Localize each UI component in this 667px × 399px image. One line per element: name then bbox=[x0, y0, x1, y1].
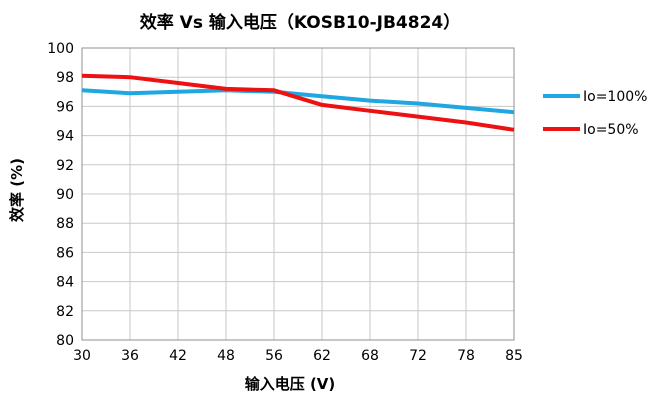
y-tick-label: 88 bbox=[56, 216, 74, 232]
legend-label: Io=50% bbox=[583, 122, 639, 138]
y-tick-label: 86 bbox=[56, 245, 74, 261]
x-tick-label: 78 bbox=[457, 348, 475, 364]
y-tick-label: 100 bbox=[47, 41, 74, 57]
y-axis-title: 效率 (%) bbox=[8, 158, 26, 222]
series-line-io-100 bbox=[81, 88, 515, 115]
x-tick-label: 48 bbox=[217, 348, 235, 364]
x-tick-label: 56 bbox=[265, 348, 283, 364]
y-tick-label: 90 bbox=[56, 187, 74, 203]
x-tick-label: 68 bbox=[361, 348, 379, 364]
legend-item: Io=50% bbox=[543, 122, 639, 138]
y-tick-label: 84 bbox=[56, 275, 74, 291]
series-line-io-50 bbox=[81, 73, 515, 132]
legend: Io=100% Io=50% bbox=[543, 89, 647, 138]
series-lines bbox=[81, 73, 515, 132]
y-tick-label: 96 bbox=[56, 99, 74, 115]
y-tick-label: 92 bbox=[56, 158, 74, 174]
y-tick-label: 80 bbox=[56, 333, 74, 349]
x-tick-label: 42 bbox=[169, 348, 187, 364]
y-tick-label: 82 bbox=[56, 304, 74, 320]
x-tick-label: 62 bbox=[313, 348, 331, 364]
x-axis-title: 输入电压 (V) bbox=[245, 375, 336, 393]
x-tick-label: 36 bbox=[121, 348, 139, 364]
x-axis-ticks: 30 36 42 48 56 62 68 72 78 85 bbox=[73, 348, 523, 364]
y-axis-ticks: 80 82 84 86 88 90 92 94 96 98 100 bbox=[47, 41, 74, 349]
legend-label: Io=100% bbox=[583, 89, 647, 105]
chart-title: 效率 Vs 输入电压（KOSB10-JB4824） bbox=[140, 12, 461, 33]
legend-item: Io=100% bbox=[543, 89, 647, 105]
y-tick-label: 98 bbox=[56, 70, 74, 86]
plot-border bbox=[81, 47, 515, 341]
y-tick-label: 94 bbox=[56, 129, 74, 145]
x-tick-label: 85 bbox=[505, 348, 523, 364]
x-tick-label: 30 bbox=[73, 348, 91, 364]
x-tick-label: 72 bbox=[409, 348, 427, 364]
